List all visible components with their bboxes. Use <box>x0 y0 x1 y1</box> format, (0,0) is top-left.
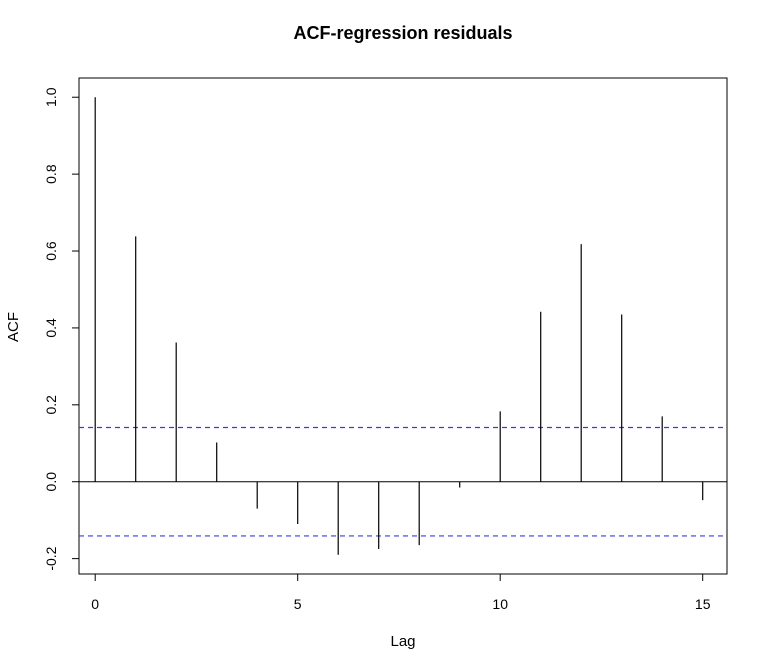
x-tick-label: 10 <box>492 596 508 612</box>
x-axis-label: Lag <box>390 633 415 650</box>
y-tick-label: 0.8 <box>43 164 59 184</box>
x-tick-label: 0 <box>91 596 99 612</box>
acf-marks <box>79 97 727 555</box>
y-axis-label: ACF <box>5 312 22 342</box>
y-tick-label: -0.2 <box>43 546 59 570</box>
x-tick-label: 5 <box>294 596 302 612</box>
chart-title: ACF-regression residuals <box>293 23 512 43</box>
y-tick-label: 0.6 <box>43 241 59 261</box>
y-tick-label: 0.4 <box>43 318 59 338</box>
x-tick-label: 15 <box>695 596 711 612</box>
plot-frame <box>78 77 728 575</box>
y-tick-label: 0.0 <box>43 472 59 492</box>
y-tick-label: 0.2 <box>43 395 59 415</box>
axes: 0 5 10 15 -0.2 0.0 0.2 0.4 0.6 0.8 1.0 <box>43 87 711 612</box>
y-tick-label: 1.0 <box>43 87 59 107</box>
